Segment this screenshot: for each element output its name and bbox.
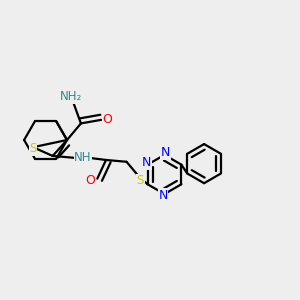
Text: N: N [158, 189, 168, 202]
Text: N: N [161, 146, 171, 159]
Text: S: S [29, 142, 37, 155]
Text: O: O [85, 174, 95, 187]
Text: N: N [141, 156, 151, 169]
Text: S: S [136, 175, 144, 188]
Text: O: O [103, 113, 112, 126]
Text: NH: NH [74, 151, 92, 164]
Text: NH₂: NH₂ [60, 90, 82, 104]
